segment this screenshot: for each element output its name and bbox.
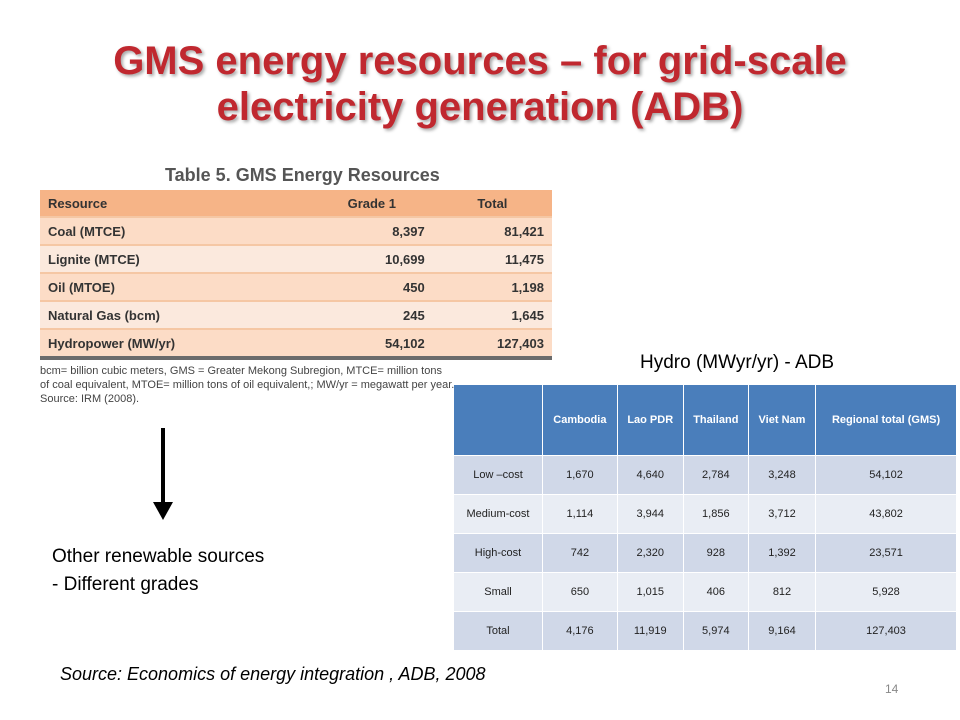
hydro-cell: 43,802 xyxy=(815,494,957,534)
hydro-cell: 928 xyxy=(683,533,749,573)
hydro-header-thailand: Thailand xyxy=(683,385,749,456)
hydro-cell: 1,670 xyxy=(542,455,618,495)
hydro-cell: 11,919 xyxy=(617,611,684,650)
table5-cell-resource: Hydropower (MW/yr) xyxy=(40,329,311,360)
hydro-cell: 650 xyxy=(542,572,618,612)
slide-title: GMS energy resources – for grid-scale el… xyxy=(60,38,900,130)
hydro-row-label: High-cost xyxy=(454,533,543,573)
table-row: Small 650 1,015 406 812 5,928 xyxy=(454,572,957,612)
table-row: High-cost 742 2,320 928 1,392 23,571 xyxy=(454,533,957,573)
table5-cell-resource: Coal (MTCE) xyxy=(40,217,311,246)
table5-footnote-source: Source: IRM (2008). xyxy=(40,393,140,405)
table5-header-grade1: Grade 1 xyxy=(310,190,433,218)
table5-cell-grade1: 245 xyxy=(310,301,433,330)
hydro-cell: 1,015 xyxy=(617,572,684,612)
table-row: Total 4,176 11,919 5,974 9,164 127,403 xyxy=(454,611,957,650)
other-renewables-text: Other renewable sources - Different grad… xyxy=(52,543,264,599)
table-row: Lignite (MTCE) 10,699 11,475 xyxy=(40,245,552,274)
hydro-header-vietnam: Viet Nam xyxy=(748,385,817,456)
hydro-cell: 5,928 xyxy=(815,572,957,612)
hydro-row-label: Medium-cost xyxy=(454,494,543,534)
table5-cell-grade1: 450 xyxy=(310,273,433,302)
slide-title-line2: electricity generation (ADB) xyxy=(216,85,744,129)
hydro-cell: 406 xyxy=(683,572,749,612)
hydro-header-regional-total: Regional total (GMS) xyxy=(815,385,957,456)
table5-cell-total: 127,403 xyxy=(432,329,552,360)
table5-header-row: Resource Grade 1 Total xyxy=(40,190,552,218)
table-row: Hydropower (MW/yr) 54,102 127,403 xyxy=(40,329,552,360)
hydro-cell: 742 xyxy=(542,533,618,573)
page-number: 14 xyxy=(885,682,899,696)
table-row: Medium-cost 1,114 3,944 1,856 3,712 43,8… xyxy=(454,494,957,534)
hydro-header-cambodia: Cambodia xyxy=(542,385,618,456)
hydro-table-title: Hydro (MWyr/yr) - ADB xyxy=(640,352,835,373)
energy-resources-table-image: Table 5. GMS Energy Resources Resource G… xyxy=(40,160,556,406)
table5-cell-total: 1,198 xyxy=(432,273,552,302)
table5-header-total: Total xyxy=(432,190,552,218)
hydro-cell: 3,944 xyxy=(617,494,684,534)
hydro-cell: 3,248 xyxy=(748,455,817,495)
table-row: Oil (MTOE) 450 1,198 xyxy=(40,273,552,302)
table5-cell-grade1: 54,102 xyxy=(310,329,433,360)
hydro-cell: 812 xyxy=(748,572,817,612)
hydro-cell: 54,102 xyxy=(815,455,957,495)
hydro-cell: 5,974 xyxy=(683,611,749,650)
hydro-header-row: Cambodia Lao PDR Thailand Viet Nam Regio… xyxy=(454,385,957,456)
hydro-cell: 1,856 xyxy=(683,494,749,534)
hydro-row-label: Total xyxy=(454,611,543,650)
table-row: Low –cost 1,670 4,640 2,784 3,248 54,102 xyxy=(454,455,957,495)
hydro-cell: 9,164 xyxy=(748,611,817,650)
energy-resources-table: Resource Grade 1 Total Coal (MTCE) 8,397… xyxy=(40,190,552,360)
table-row: Natural Gas (bcm) 245 1,645 xyxy=(40,301,552,330)
hydro-cell: 1,114 xyxy=(542,494,618,534)
down-arrow-head-icon xyxy=(153,502,173,520)
hydro-cell: 4,176 xyxy=(542,611,618,650)
hydro-cell: 127,403 xyxy=(815,611,957,650)
slide-title-line1: GMS energy resources – for grid-scale xyxy=(113,39,847,83)
table5-footnote-line2: of coal equivalent, MTOE= million tons o… xyxy=(40,379,455,391)
hydro-cell: 2,320 xyxy=(617,533,684,573)
table5-footnote: bcm= billion cubic meters, GMS = Greater… xyxy=(40,364,552,406)
table5-cell-resource: Natural Gas (bcm) xyxy=(40,301,311,330)
table5-header-resource: Resource xyxy=(40,190,311,218)
table5-cell-total: 11,475 xyxy=(432,245,552,274)
source-citation: Source: Economics of energy integration … xyxy=(60,664,486,684)
hydro-cell: 2,784 xyxy=(683,455,749,495)
hydro-cell: 4,640 xyxy=(617,455,684,495)
table-row: Coal (MTCE) 8,397 81,421 xyxy=(40,217,552,246)
hydro-cell: 1,392 xyxy=(748,533,817,573)
other-renewables-line2: - Different grades xyxy=(52,574,199,595)
table5-caption: Table 5. GMS Energy Resources xyxy=(165,165,440,185)
table5-cell-total: 1,645 xyxy=(432,301,552,330)
table5-cell-resource: Oil (MTOE) xyxy=(40,273,311,302)
table5-cell-grade1: 10,699 xyxy=(310,245,433,274)
hydro-header-lao: Lao PDR xyxy=(617,385,684,456)
hydro-table: Cambodia Lao PDR Thailand Viet Nam Regio… xyxy=(454,385,957,650)
other-renewables-line1: Other renewable sources xyxy=(52,546,265,567)
down-arrow-icon xyxy=(161,428,165,506)
hydro-cell: 23,571 xyxy=(815,533,957,573)
table5-footnote-line1: bcm= billion cubic meters, GMS = Greater… xyxy=(40,365,442,377)
hydro-cell: 3,712 xyxy=(748,494,817,534)
hydro-header-blank xyxy=(454,385,543,456)
table5-cell-resource: Lignite (MTCE) xyxy=(40,245,311,274)
table5-cell-grade1: 8,397 xyxy=(310,217,433,246)
hydro-row-label: Low –cost xyxy=(454,455,543,495)
table5-cell-total: 81,421 xyxy=(432,217,552,246)
hydro-row-label: Small xyxy=(454,572,543,612)
